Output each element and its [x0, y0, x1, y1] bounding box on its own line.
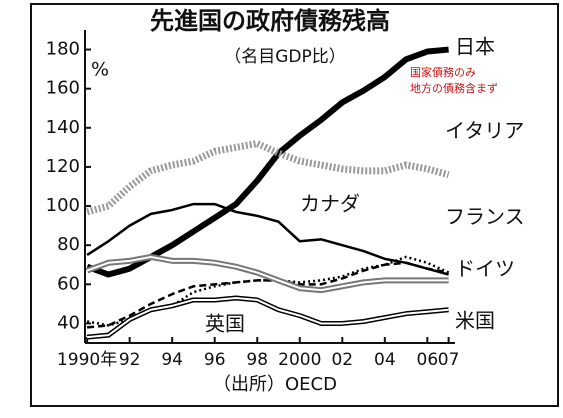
series-label: ドイツ: [455, 257, 515, 281]
x-tick-label: 04: [374, 350, 396, 370]
series-label: イタリア: [445, 119, 524, 143]
x-tick-label: 96: [204, 350, 226, 370]
series-label: カナダ: [300, 192, 360, 216]
series-label: 英国: [205, 312, 245, 336]
x-tick-label: 98: [246, 350, 268, 370]
annotation: 地方の債務含まず: [410, 81, 498, 95]
x-tick-label: 2000: [278, 350, 321, 370]
series-label: 米国: [455, 309, 495, 333]
series-line-inner: [87, 297, 449, 339]
annotation: 国家債務のみ: [410, 65, 476, 79]
source: （出所）OECD: [213, 374, 337, 395]
y-tick-label: 160: [46, 78, 80, 99]
chart-title: 先進国の政府債務残高: [150, 7, 390, 35]
y-tick-label: 40: [57, 312, 80, 333]
x-tick-label: 1990年: [57, 350, 117, 370]
x-tick-label: 92: [119, 350, 141, 370]
y-tick-label: 140: [46, 117, 80, 138]
y-tick-label: 120: [46, 156, 80, 177]
x-tick-label: 06: [417, 350, 439, 370]
x-tick-label: 07: [438, 350, 460, 370]
series-line: [87, 261, 449, 329]
y-tick-label: 60: [57, 273, 80, 294]
series-line: [86, 46, 449, 278]
chart-subtitle: （名目GDP比）: [224, 47, 346, 67]
series-label: フランス: [445, 205, 525, 229]
y-tick-label: 180: [46, 39, 80, 60]
y-tick-label: 80: [57, 234, 80, 255]
series-line: [86, 202, 449, 276]
series-line: [86, 139, 450, 216]
x-tick-label: 02: [331, 350, 353, 370]
x-tick-label: 94: [161, 350, 183, 370]
y-unit: %: [91, 59, 109, 81]
y-tick-label: 100: [46, 195, 80, 216]
series-label: 日本: [455, 35, 495, 59]
frame: [30, 3, 559, 407]
series-line-inner: [86, 255, 449, 292]
